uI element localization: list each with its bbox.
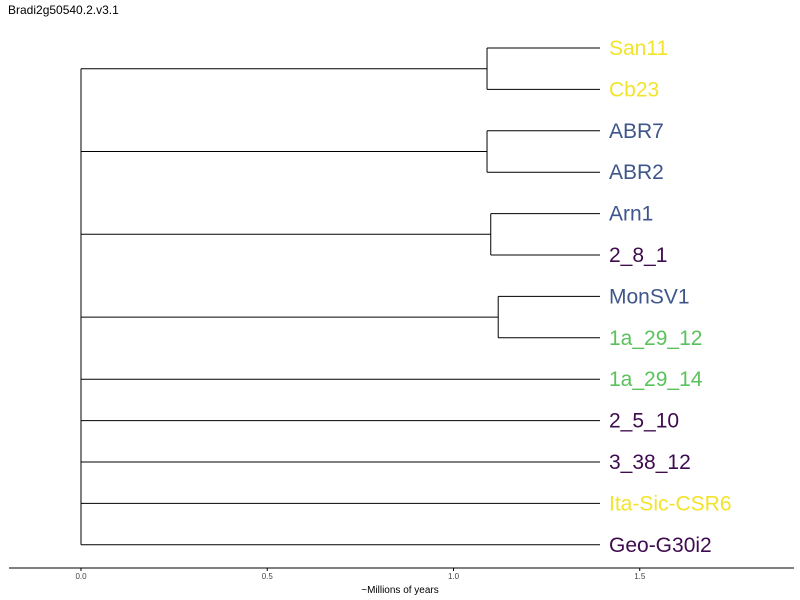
axis-tick-label: 1.5 [634, 572, 646, 581]
leaf-label: 3_38_12 [609, 451, 691, 474]
axis-tick-label: 0.5 [262, 572, 274, 581]
axis-ticks: 0.0 0.5 1.0 1.5 [75, 568, 646, 581]
leaf-label: 2_5_10 [609, 410, 679, 433]
leaf-labels: San11 Cb23 ABR7 ABR2 Arn1 2_8_1 MonSV1 1a_29_12… [609, 37, 732, 557]
tree-title: Bradi2g50540.2.v3.1 [8, 3, 119, 17]
leaf-label: Ita-Sic-CSR6 [609, 492, 732, 515]
leaf-label: Cb23 [609, 78, 659, 101]
axis-tick-label: 0.0 [75, 572, 87, 581]
leaf-label: MonSV1 [609, 285, 690, 308]
leaf-label: San11 [609, 37, 668, 60]
leaf-label: Arn1 [609, 203, 653, 226]
leaf-label: 1a_29_12 [609, 327, 702, 350]
leaf-label: ABR7 [609, 120, 664, 143]
leaf-label: Geo-G30i2 [609, 534, 712, 557]
axis-label: ~Millions of years [361, 585, 439, 596]
axis-tick-label: 1.0 [448, 572, 460, 581]
leaf-label: ABR2 [609, 161, 664, 184]
time-axis: 0.0 0.5 1.0 1.5 ~Millions of years [9, 567, 794, 596]
leaf-label: 2_8_1 [609, 244, 667, 267]
leaf-label: 1a_29_14 [609, 368, 703, 391]
tree-branches [80, 47, 600, 546]
